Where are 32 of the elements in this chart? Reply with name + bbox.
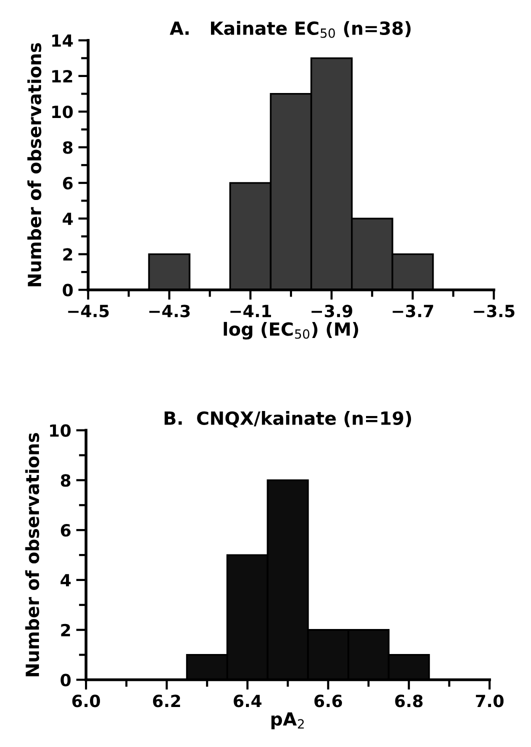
x-tick-label: 6.4: [234, 694, 262, 708]
y-tick-label: 8: [60, 474, 70, 487]
y-tick-label: 2: [61, 624, 70, 636]
x-tick-label: −3.5: [474, 304, 514, 318]
y-tick-label: 10: [52, 106, 73, 118]
x-tick-label: 7.0: [476, 694, 504, 708]
x-tick-label: 6.2: [153, 694, 180, 708]
y-axis-title: Number of observations: [25, 433, 40, 676]
y-tick-label: 6: [63, 176, 73, 190]
x-axis-title: log (EC$_{50}$) (M): [224, 322, 358, 340]
y-tick-label: 8: [62, 141, 73, 154]
y-tick-label: 0: [62, 284, 73, 296]
chart-title: A. Kainate EC$_{50}$ (n=38): [170, 21, 411, 38]
x-tick-label: 6.8: [395, 694, 423, 708]
x-tick-label: −4.5: [68, 304, 109, 318]
y-tick-label: 14: [52, 34, 73, 47]
x-tick-label: −3.9: [312, 304, 352, 318]
y-tick-label: 2: [63, 248, 72, 261]
y-tick-label: 6: [60, 524, 71, 537]
y-tick-label: 4: [62, 212, 73, 225]
x-tick-label: −4.3: [149, 304, 190, 318]
x-tick-label: −3.7: [392, 304, 434, 318]
x-axis-title: pA$_{2}$: [271, 712, 304, 730]
y-axis-title: Number of observations: [27, 43, 42, 286]
x-tick-label: 6.6: [314, 694, 342, 708]
chart-title: B. CNQX/kainate (n=19): [164, 410, 412, 428]
y-tick-label: 4: [60, 574, 71, 586]
x-tick-label: 6.0: [72, 694, 100, 708]
y-tick-label: 0: [60, 674, 71, 686]
y-tick-label: 12: [52, 70, 72, 82]
y-tick-label: 10: [50, 424, 71, 437]
x-tick-label: −4.1: [230, 304, 272, 318]
